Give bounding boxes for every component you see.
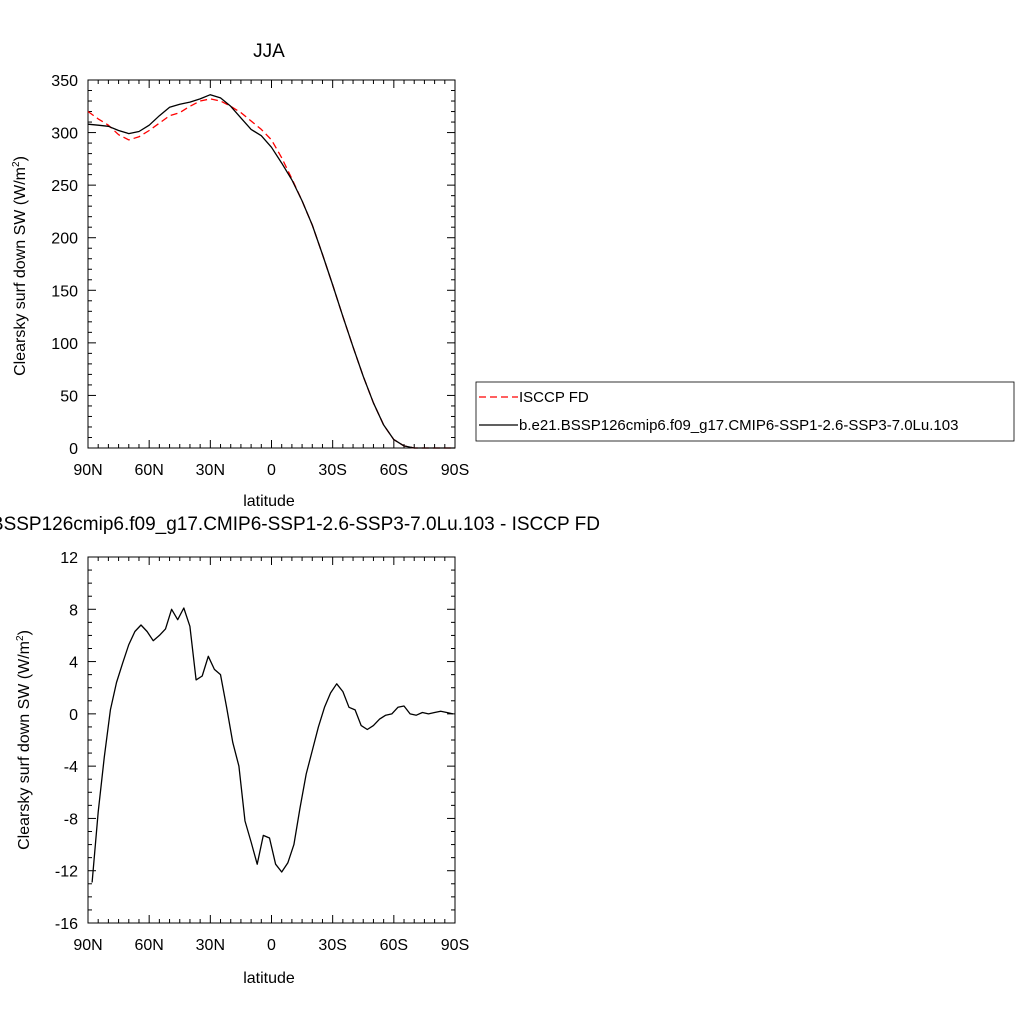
top-axis-ticks: 90N 60N 30N 0 30S 60S 90S 0 50 100 150 200 250 300 350 (51, 73, 469, 479)
bottom-y-tick-label: -12 (55, 864, 78, 881)
top-x-axis-label: latitude (243, 493, 295, 510)
bottom-x-tick-label: 30S (318, 937, 346, 954)
bottom-y-tick-label: -4 (64, 759, 78, 776)
top-x-tick-label: 90S (441, 462, 469, 479)
top-y-tick-label: 300 (51, 126, 78, 143)
top-x-tick-label: 0 (267, 462, 276, 479)
bottom-y-tick-label: 12 (60, 550, 78, 567)
top-series-line-0 (87, 98, 455, 449)
bottom-x-tick-label: 60S (380, 937, 408, 954)
top-panel: JJA 90N 60N 30N 0 30S 60S 90S 0 50 100 150 200 250 30… (11, 41, 1015, 510)
bottom-y-axis-label: Clearsky surf down SW (W/m2) (15, 630, 33, 850)
bottom-y-tick-label: 8 (69, 602, 78, 619)
top-x-tick-label: 60N (134, 462, 163, 479)
top-x-tick-label: 30N (196, 462, 225, 479)
bottom-x-tick-label: 30N (196, 937, 225, 954)
bottom-y-tick-label: -16 (55, 916, 78, 933)
top-x-tick-label: 30S (318, 462, 346, 479)
legend-label-isccp: ISCCP FD (519, 389, 589, 406)
top-y-tick-label: 150 (51, 283, 78, 300)
bottom-axis-ticks: 90N 60N 30N 0 30S 60S 90S -16 -12 -8 -4 0 4 8 12 (55, 550, 469, 954)
top-y-tick-label: 200 (51, 231, 78, 248)
top-x-tick-label: 90N (73, 462, 102, 479)
bottom-x-tick-label: 60N (134, 937, 163, 954)
top-y-tick-label: 250 (51, 178, 78, 195)
bottom-plot-frame (87, 556, 456, 924)
top-y-tick-label: 100 (51, 336, 78, 353)
bottom-y-tick-label: 0 (69, 707, 78, 724)
top-y-axis-label: Clearsky surf down SW (W/m2) (11, 156, 29, 376)
bottom-y-tick-label: 4 (69, 655, 78, 672)
bottom-panel: b.e21.BSSP126cmip6.f09_g17.CMIP6-SSP1-2.… (0, 514, 600, 987)
legend-label-model: b.e21.BSSP126cmip6.f09_g17.CMIP6-SSP1-2.… (519, 417, 958, 434)
bottom-chart-title: b.e21.BSSP126cmip6.f09_g17.CMIP6-SSP1-2.… (0, 514, 600, 535)
top-series-line-1 (87, 94, 455, 449)
bottom-y-tick-label: -8 (64, 811, 78, 828)
bottom-x-tick-label: 90S (441, 937, 469, 954)
bottom-x-axis-label: latitude (243, 970, 295, 987)
top-y-tick-label: 50 (60, 388, 78, 405)
bottom-x-tick-label: 90N (73, 937, 102, 954)
top-series-lines (87, 94, 455, 449)
top-y-tick-label: 350 (51, 73, 78, 90)
top-chart-title: JJA (253, 41, 285, 62)
bottom-series-lines (91, 607, 454, 883)
top-y-tick-label: 0 (69, 441, 78, 458)
legend: ISCCP FD b.e21.BSSP126cmip6.f09_g17.CMIP… (475, 381, 1015, 442)
bottom-x-tick-label: 0 (267, 937, 276, 954)
bottom-series-line-0 (91, 607, 454, 883)
top-plot-frame (87, 79, 456, 449)
legend-box (475, 381, 1015, 442)
top-x-tick-label: 60S (380, 462, 408, 479)
